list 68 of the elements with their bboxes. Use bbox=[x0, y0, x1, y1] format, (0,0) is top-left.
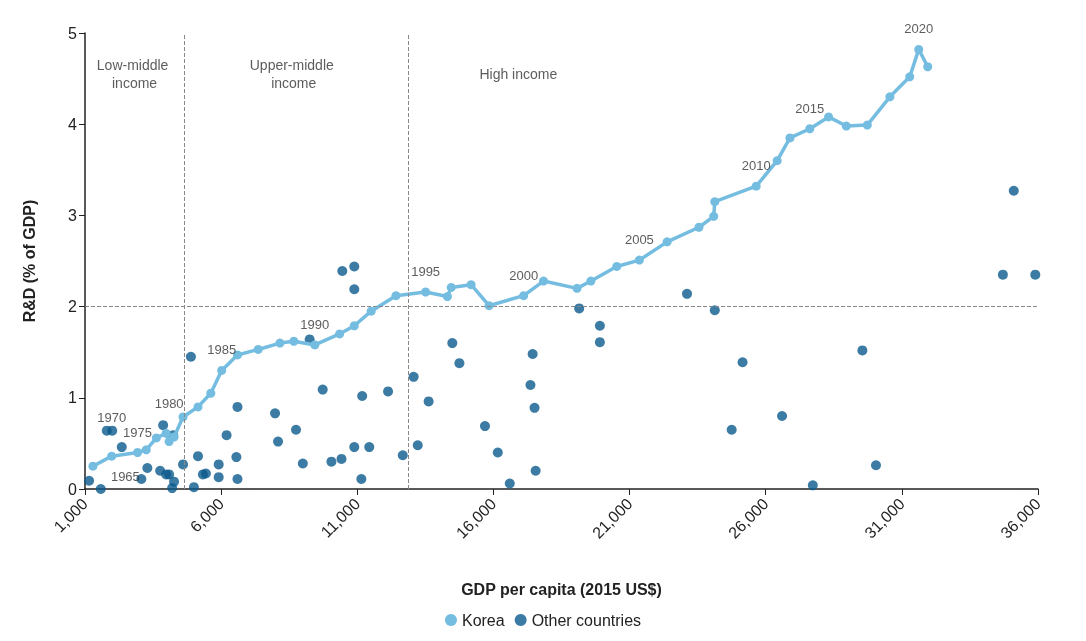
annotation: 1970 bbox=[97, 410, 127, 426]
annotation: 2000 bbox=[509, 267, 539, 283]
annotation: 1980 bbox=[154, 395, 184, 411]
point bbox=[885, 92, 895, 102]
point bbox=[914, 44, 924, 54]
y-tick-label: 0 bbox=[68, 480, 78, 498]
point bbox=[841, 121, 851, 131]
point bbox=[217, 365, 227, 375]
point bbox=[824, 112, 834, 122]
point bbox=[862, 120, 872, 130]
point bbox=[923, 62, 933, 72]
annotation: 1965 bbox=[110, 468, 140, 484]
point bbox=[805, 124, 815, 134]
annotation: 2010 bbox=[741, 158, 771, 174]
annotation: 1985 bbox=[207, 342, 237, 358]
point bbox=[366, 306, 376, 316]
point bbox=[905, 72, 915, 82]
legend-label: Other countries bbox=[531, 611, 642, 629]
point bbox=[335, 329, 345, 339]
y-tick-label: 4 bbox=[68, 115, 78, 133]
point bbox=[421, 287, 431, 297]
point bbox=[310, 340, 320, 350]
point bbox=[275, 338, 285, 348]
point bbox=[206, 388, 216, 398]
point bbox=[586, 276, 596, 286]
point bbox=[442, 292, 452, 302]
annotation: Low-middle income bbox=[96, 57, 173, 92]
point bbox=[107, 451, 117, 461]
annotation: 1975 bbox=[123, 424, 153, 440]
annotation: 2015 bbox=[795, 100, 825, 116]
point bbox=[161, 428, 171, 438]
y-tick-label: 1 bbox=[68, 389, 78, 407]
y-tick-label: 2 bbox=[68, 298, 78, 316]
point bbox=[539, 276, 549, 286]
annotation: 2005 bbox=[624, 232, 654, 248]
legend-label: Korea bbox=[461, 611, 505, 629]
annotation: 1995 bbox=[411, 264, 441, 280]
point bbox=[772, 156, 782, 166]
point bbox=[519, 291, 529, 301]
point bbox=[349, 321, 359, 331]
point bbox=[391, 291, 401, 301]
point bbox=[612, 261, 622, 271]
point bbox=[141, 445, 151, 455]
point bbox=[289, 336, 299, 346]
point bbox=[634, 255, 644, 265]
point bbox=[193, 402, 203, 412]
annotation: High income bbox=[479, 66, 558, 83]
point bbox=[572, 283, 582, 293]
point bbox=[484, 301, 494, 311]
point bbox=[785, 133, 795, 143]
point bbox=[662, 237, 672, 247]
point bbox=[88, 461, 98, 471]
y-tick-label: 3 bbox=[68, 206, 78, 224]
point bbox=[709, 211, 719, 221]
annotation: Upper-middle income bbox=[249, 57, 338, 92]
point bbox=[253, 344, 263, 354]
x-axis-title: GDP per capita (2015 US$) bbox=[461, 580, 662, 598]
point bbox=[694, 222, 704, 232]
y-axis-title: R&D (% of GDP) bbox=[20, 199, 38, 323]
y-tick-label: 5 bbox=[68, 24, 78, 42]
point bbox=[710, 197, 720, 207]
point bbox=[751, 181, 761, 191]
annotation: 1990 bbox=[300, 316, 330, 332]
point bbox=[151, 433, 161, 443]
point bbox=[133, 448, 143, 458]
annotation: 2020 bbox=[904, 21, 934, 37]
point bbox=[466, 280, 476, 290]
point bbox=[446, 282, 456, 292]
